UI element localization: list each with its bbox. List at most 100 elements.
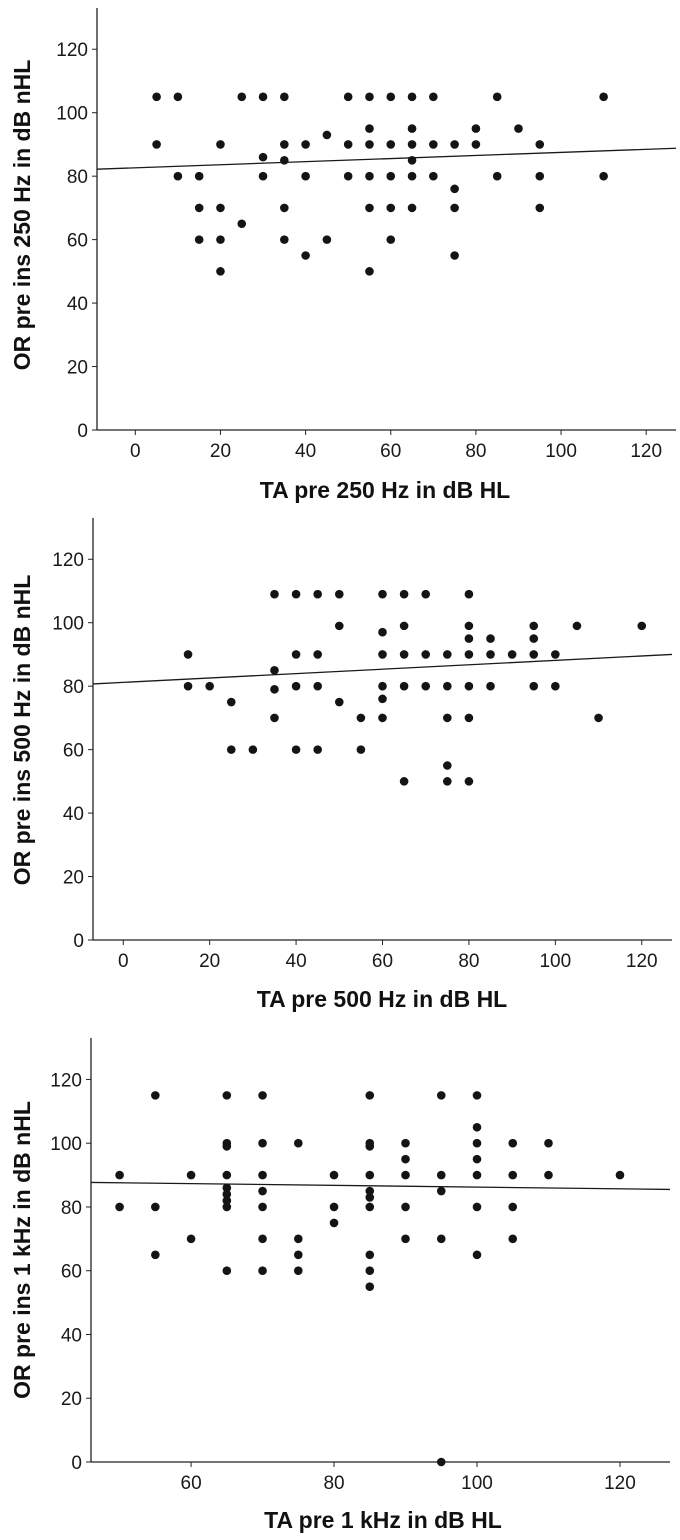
data-point (450, 184, 459, 194)
data-point (301, 251, 310, 260)
data-point (436, 1234, 446, 1244)
data-point (222, 1266, 232, 1276)
y-tick-label: 60 (67, 231, 88, 252)
data-point (401, 1170, 410, 1180)
y-tick-label: 80 (63, 677, 84, 698)
data-point (399, 777, 409, 786)
data-point (464, 713, 474, 723)
data-point (472, 1122, 482, 1132)
data-point (222, 1091, 232, 1100)
y-tick-label: 40 (67, 294, 88, 315)
data-point (222, 1189, 232, 1199)
data-point (270, 685, 279, 694)
data-point (258, 1202, 267, 1212)
data-point (429, 171, 438, 181)
y-tick-label: 80 (61, 1198, 82, 1219)
data-point (443, 650, 452, 659)
data-point (322, 130, 332, 140)
data-point (365, 1250, 375, 1260)
data-point (544, 1170, 553, 1180)
data-point (378, 713, 387, 723)
data-point (222, 1183, 232, 1193)
y-tick-label: 20 (67, 358, 88, 379)
data-point (365, 171, 374, 181)
data-point (291, 650, 301, 659)
data-point (173, 92, 183, 102)
data-point (237, 92, 247, 102)
data-point (378, 589, 387, 599)
data-point (508, 1202, 518, 1212)
data-point (486, 650, 495, 659)
data-point (407, 156, 417, 165)
data-point (334, 621, 344, 631)
data-point (280, 203, 289, 213)
data-point (365, 1202, 375, 1212)
data-point (293, 1266, 303, 1276)
data-point (173, 171, 183, 181)
data-point (599, 171, 608, 181)
data-point (492, 92, 502, 102)
data-point (322, 235, 332, 244)
data-point (115, 1170, 124, 1180)
x-tick-label: 80 (458, 951, 479, 972)
y-axis-label-250hz: OR pre ins 250 Hz in dB nHL (9, 60, 35, 371)
x-tick-label: 100 (461, 1473, 493, 1494)
fit-line (90, 1181, 671, 1191)
data-point (194, 203, 204, 213)
x-tick-label: 40 (286, 951, 307, 972)
data-point (280, 235, 289, 244)
data-point (186, 1170, 196, 1180)
data-point (401, 1154, 410, 1164)
data-point (226, 745, 236, 754)
data-point (464, 681, 474, 691)
data-point (216, 267, 225, 276)
data-point (401, 1234, 410, 1244)
data-point (401, 1202, 410, 1212)
y-tick-label: 80 (67, 167, 88, 188)
data-point (472, 1202, 482, 1212)
x-tick-label: 100 (539, 951, 571, 972)
chart-panel-500hz: 0 20 40 60 80 100 120 0 20 40 60 80 100 120 TA pre 500… (9, 518, 673, 1012)
data-point (237, 219, 247, 229)
data-point (535, 171, 545, 181)
data-point (472, 1154, 482, 1164)
data-point (436, 1457, 446, 1467)
y-tick-label: 100 (56, 104, 88, 125)
data-point (258, 1170, 267, 1180)
data-point (186, 1234, 196, 1244)
x-tick-label: 0 (118, 951, 129, 972)
data-point (248, 745, 258, 754)
data-point (258, 1266, 267, 1276)
x-tick-label: 60 (372, 951, 393, 972)
data-point (226, 697, 236, 707)
data-point (329, 1218, 339, 1228)
data-point (507, 650, 517, 659)
data-point (270, 589, 279, 599)
data-point (421, 589, 431, 599)
data-point (407, 124, 417, 133)
data-point (301, 140, 310, 149)
data-point (529, 681, 539, 691)
y-tick-label: 60 (61, 1262, 82, 1283)
data-point (464, 650, 474, 659)
data-point (378, 650, 387, 659)
data-point (222, 1202, 232, 1212)
data-point (514, 124, 523, 133)
data-point (551, 650, 560, 659)
y-tick-label: 20 (63, 868, 84, 889)
x-tick-label: 40 (295, 441, 316, 462)
data-point (280, 140, 289, 149)
data-point (492, 171, 502, 181)
data-point (291, 681, 301, 691)
x-axis-label-500hz: TA pre 500 Hz in dB HL (257, 986, 507, 1012)
data-point (365, 1142, 375, 1151)
data-point (258, 1138, 267, 1148)
data-point (301, 171, 310, 181)
data-point (378, 681, 387, 691)
data-point (378, 627, 387, 637)
x-tick-label: 120 (630, 441, 662, 462)
data-point (529, 621, 539, 631)
data-point (486, 634, 495, 643)
y-tick-label: 0 (71, 1453, 82, 1474)
